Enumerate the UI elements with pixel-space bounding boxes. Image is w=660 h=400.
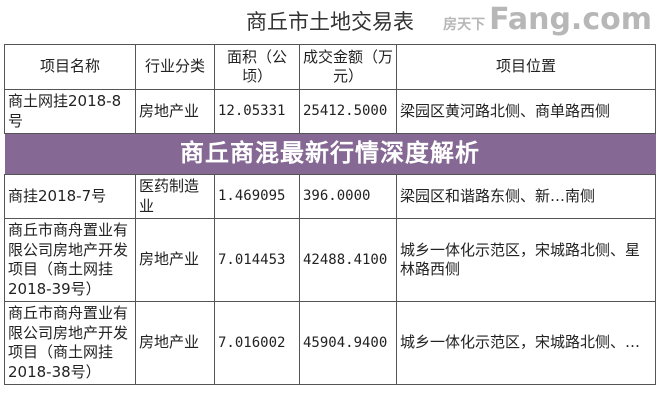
cell-location: 城乡一体化示范区，宋城路北侧、… — [396, 301, 656, 385]
cell-industry: 医药制造业 — [135, 174, 215, 219]
cell-amount: 42488.4100 — [299, 218, 397, 302]
headline-banner: 商丘商混最新行情深度解析 — [4, 134, 656, 174]
cell-location: 梁园区黄河路北侧、商单路西侧 — [396, 89, 656, 134]
cell-area: 7.016002 — [214, 301, 300, 385]
cell-area: 1.469095 — [214, 174, 300, 219]
cell-industry: 房地产业 — [135, 218, 215, 302]
cell-name: 商丘市商舟置业有限公司房地产开发项目（商土网挂2018-39号） — [4, 218, 136, 302]
header-industry: 行业分类 — [135, 44, 215, 90]
cell-industry: 房地产业 — [135, 89, 215, 134]
cell-name: 商挂2018-7号 — [4, 174, 136, 219]
cell-area: 12.05331 — [214, 89, 300, 134]
cell-area: 7.014453 — [214, 218, 300, 302]
cell-location: 梁园区和谐路东侧、新…南侧 — [396, 174, 656, 219]
banner-row: 商丘商混最新行情深度解析 — [4, 133, 656, 175]
table-row: 商丘市商舟置业有限公司房地产开发项目（商土网挂2018-39号） 房地产业 7.… — [4, 218, 656, 302]
cell-name: 商丘市商舟置业有限公司房地产开发项目（商土网挂2018-38号） — [4, 301, 136, 385]
cell-location: 城乡一体化示范区，宋城路北侧、星林路西侧 — [396, 218, 656, 302]
fang-watermark-logo: 房天下 Fang.com — [443, 2, 652, 37]
table-row: 商土网挂2018-8号 房地产业 12.05331 25412.5000 梁园区… — [4, 89, 656, 134]
cell-amount: 25412.5000 — [299, 89, 397, 134]
table-row: 商挂2018-7号 医药制造业 1.469095 396.0000 梁园区和谐路… — [4, 174, 656, 219]
banner-cell: 商丘商混最新行情深度解析 — [4, 133, 656, 175]
cell-amount: 396.0000 — [299, 174, 397, 219]
cell-amount: 45904.9400 — [299, 301, 397, 385]
header-amount: 成交金额（万元） — [299, 44, 397, 90]
table-header-row: 项目名称 行业分类 面积（公顷） 成交金额（万元） 项目位置 — [4, 44, 656, 90]
table-row: 商丘市商舟置业有限公司房地产开发项目（商土网挂2018-38号） 房地产业 7.… — [4, 301, 656, 385]
header-area: 面积（公顷） — [214, 44, 300, 90]
table-title: 商丘市土地交易表 — [246, 10, 414, 34]
cell-name: 商土网挂2018-8号 — [4, 89, 136, 134]
watermark-en: Fang.com — [489, 2, 652, 37]
header-location: 项目位置 — [396, 44, 656, 90]
header-project-name: 项目名称 — [4, 44, 136, 90]
land-transaction-table: 项目名称 行业分类 面积（公顷） 成交金额（万元） 项目位置 商土网挂2018-… — [4, 44, 656, 385]
watermark-cn: 房天下 — [443, 17, 486, 33]
cell-industry: 房地产业 — [135, 301, 215, 385]
